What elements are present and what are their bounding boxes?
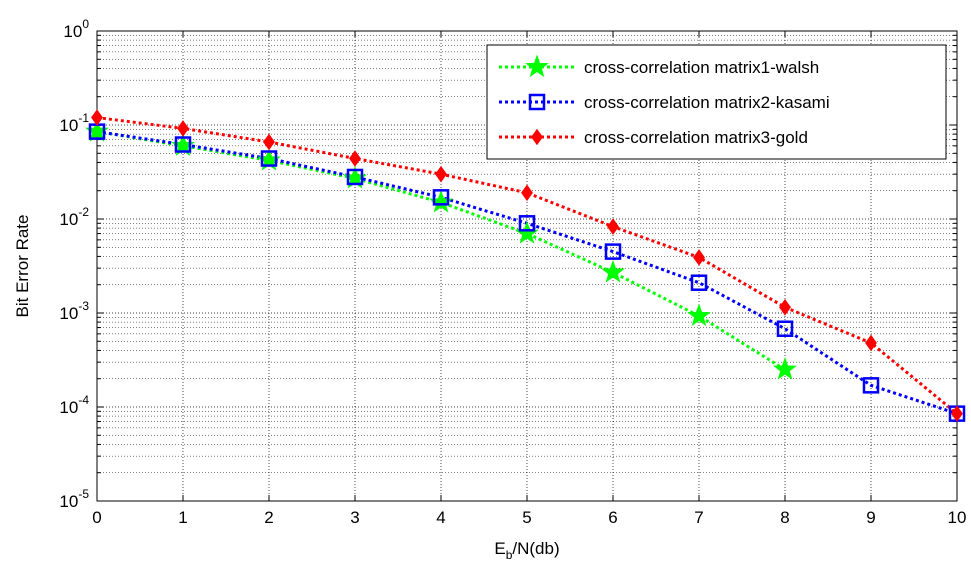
x-tick-label: 7 bbox=[694, 508, 703, 527]
data-point-diamond bbox=[349, 150, 361, 167]
data-point-square bbox=[346, 168, 364, 186]
y-tick-exp: -4 bbox=[78, 393, 89, 407]
y-tick-base: 10 bbox=[59, 492, 78, 511]
y-tick-base: 10 bbox=[59, 398, 78, 417]
data-point-square bbox=[690, 274, 708, 291]
x-tick-label: 6 bbox=[608, 508, 617, 527]
y-axis-label: Bit Error Rate bbox=[13, 215, 32, 318]
data-point-diamond bbox=[951, 405, 963, 422]
x-tick-label: 4 bbox=[436, 508, 445, 527]
y-tick-base: 10 bbox=[63, 22, 82, 41]
y-tick-label: 10-4 bbox=[59, 393, 89, 417]
y-tick-exp: 0 bbox=[82, 17, 89, 31]
x-axis-label-sub: b bbox=[506, 548, 513, 562]
data-point-diamond bbox=[779, 299, 791, 316]
y-tick-exp: -5 bbox=[78, 487, 89, 501]
y-tick-label: 10-1 bbox=[59, 111, 89, 135]
data-point-diamond bbox=[521, 184, 533, 202]
y-tick-label: 100 bbox=[63, 17, 89, 41]
y-tick-label: 10-3 bbox=[59, 299, 89, 323]
data-point-square bbox=[260, 150, 278, 167]
x-tick-label: 2 bbox=[264, 508, 273, 527]
x-tick-label: 8 bbox=[780, 508, 789, 527]
y-tick-exp: -3 bbox=[78, 299, 89, 313]
x-tick-label: 1 bbox=[178, 508, 187, 527]
data-point-diamond bbox=[607, 218, 619, 235]
data-point-diamond bbox=[177, 120, 189, 137]
x-tick-label: 10 bbox=[948, 508, 967, 527]
x-tick-labels: 0 1 2 3 4 5 6 7 8 9 10 bbox=[92, 508, 966, 527]
legend-label: cross-correlation matrix2-kasami bbox=[584, 93, 830, 112]
x-tick-label: 0 bbox=[92, 508, 101, 527]
data-point-square bbox=[776, 320, 794, 337]
y-tick-exp: -2 bbox=[78, 205, 89, 219]
data-point-diamond bbox=[693, 249, 705, 266]
data-point-star bbox=[773, 357, 797, 380]
data-point-square bbox=[862, 377, 880, 394]
y-tick-base: 10 bbox=[59, 210, 78, 229]
legend-marker-diamond bbox=[531, 128, 543, 146]
x-tick-label: 9 bbox=[866, 508, 875, 527]
legend-marker-square bbox=[528, 93, 546, 111]
data-point-diamond bbox=[865, 334, 877, 352]
x-axis-label: Eb/N(db) bbox=[494, 539, 559, 562]
x-axis-label-rest: /N(db) bbox=[512, 539, 559, 558]
x-axis-label-base: E bbox=[494, 539, 505, 558]
legend: cross-correlation matrix1-walsh cross-cor… bbox=[486, 44, 947, 160]
legend-label: cross-correlation matrix1-walsh bbox=[584, 58, 819, 77]
data-point-square bbox=[432, 189, 450, 206]
y-tick-base: 10 bbox=[59, 116, 78, 135]
legend-marker-star bbox=[525, 54, 549, 78]
series-markers bbox=[85, 109, 966, 422]
y-tick-base: 10 bbox=[59, 304, 78, 323]
x-tick-label: 5 bbox=[522, 508, 531, 527]
data-point-star bbox=[687, 303, 711, 327]
series-line-diamond bbox=[96, 116, 958, 415]
legend-label: cross-correlation matrix3-gold bbox=[584, 128, 808, 147]
x-tick-label: 3 bbox=[350, 508, 359, 527]
y-tick-label: 10-5 bbox=[59, 487, 89, 511]
data-point-square bbox=[518, 215, 536, 232]
y-tick-exp: -1 bbox=[78, 111, 89, 125]
data-point-diamond bbox=[91, 109, 103, 126]
data-point-square bbox=[174, 136, 192, 153]
data-point-diamond bbox=[435, 165, 447, 183]
data-point-star bbox=[601, 259, 625, 283]
legend-box bbox=[486, 44, 947, 160]
data-point-diamond bbox=[263, 133, 275, 151]
y-tick-label: 10-2 bbox=[59, 205, 89, 229]
data-point-square bbox=[604, 243, 622, 260]
